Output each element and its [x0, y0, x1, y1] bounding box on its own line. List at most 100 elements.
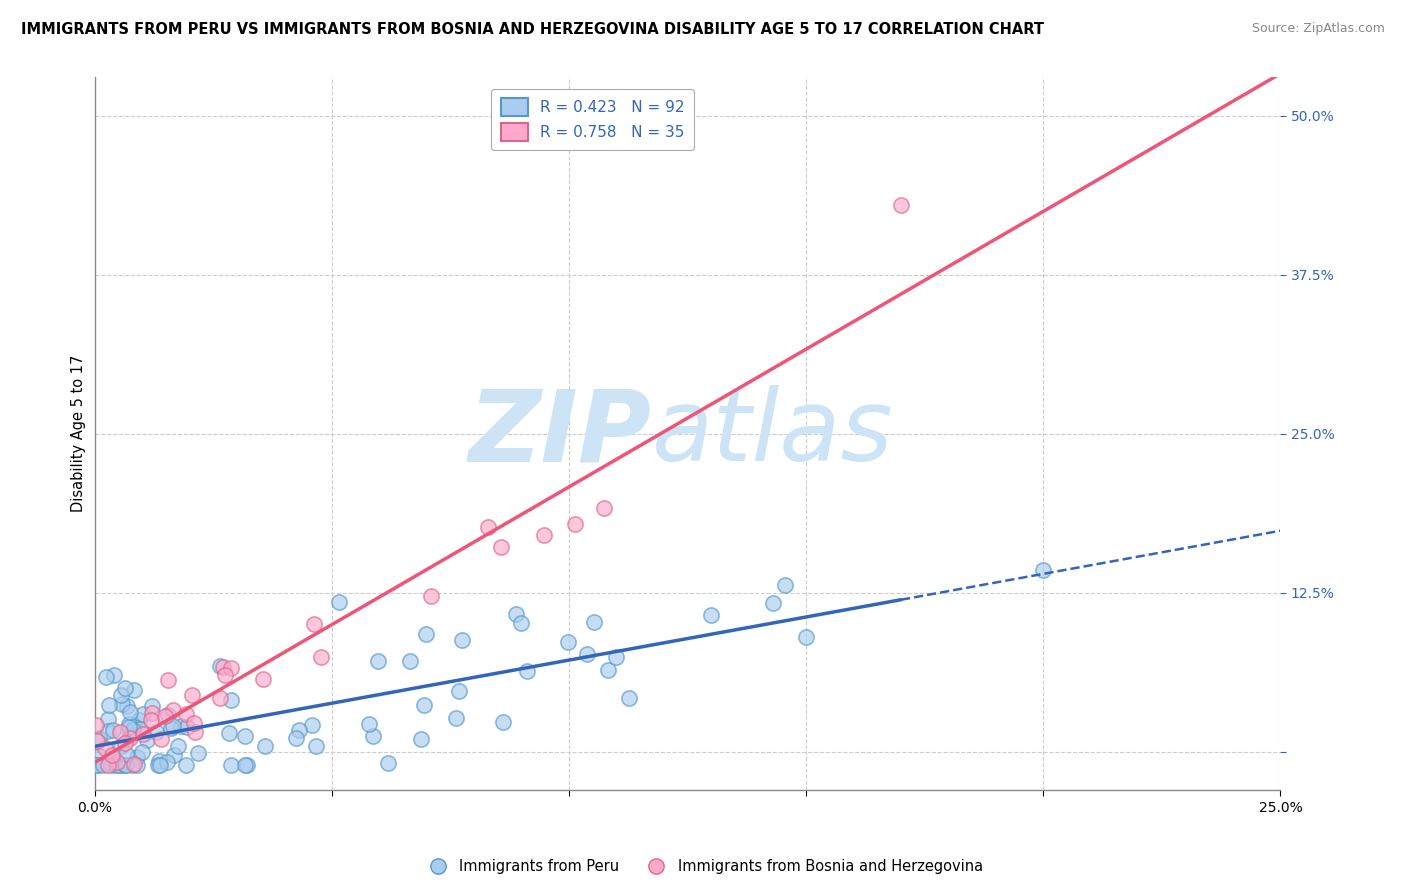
Point: [367, 654, 389, 668]
Point: [209, 659, 232, 673]
Point: [214, 668, 236, 682]
Point: [84, 757, 107, 772]
Point: [288, 723, 311, 738]
Point: [176, 720, 198, 734]
Point: [84, 717, 107, 731]
Point: [219, 692, 242, 706]
Point: [162, 719, 184, 733]
Point: [146, 757, 169, 772]
Point: [377, 756, 399, 770]
Point: [477, 519, 499, 533]
Point: [284, 731, 307, 746]
Point: [148, 754, 170, 768]
Point: [557, 634, 579, 648]
Point: [209, 691, 232, 706]
Point: [114, 681, 136, 695]
Point: [415, 626, 437, 640]
Point: [1032, 563, 1054, 577]
Point: [516, 664, 538, 678]
Point: [87, 748, 110, 763]
Point: [305, 739, 328, 753]
Point: [94, 740, 117, 755]
Point: [110, 725, 132, 739]
Point: [135, 732, 157, 747]
Text: ZIP: ZIP: [470, 385, 652, 483]
Point: [141, 706, 163, 720]
Point: [233, 729, 256, 743]
Point: [97, 724, 120, 739]
Point: [236, 757, 259, 772]
Point: [132, 706, 155, 721]
Point: [183, 715, 205, 730]
Point: [218, 726, 240, 740]
Point: [328, 595, 350, 609]
Point: [505, 607, 527, 621]
Point: [145, 725, 167, 739]
Point: [86, 734, 108, 748]
Point: [598, 663, 620, 677]
Point: [122, 682, 145, 697]
Point: [160, 722, 183, 736]
Point: [128, 713, 150, 727]
Point: [115, 747, 138, 761]
Point: [120, 728, 142, 742]
Point: [411, 731, 433, 746]
Point: [117, 698, 139, 713]
Point: [157, 673, 180, 688]
Point: [107, 755, 129, 769]
Point: [575, 648, 598, 662]
Point: [153, 709, 176, 723]
Point: [184, 725, 207, 739]
Point: [617, 690, 640, 705]
Point: [105, 757, 128, 772]
Point: [110, 688, 132, 702]
Point: [97, 757, 120, 772]
Point: [254, 739, 277, 753]
Point: [187, 746, 209, 760]
Point: [357, 717, 380, 731]
Point: [174, 757, 197, 772]
Point: [110, 739, 132, 753]
Point: [94, 670, 117, 684]
Point: [211, 660, 233, 674]
Point: [110, 757, 132, 772]
Point: [489, 540, 512, 554]
Point: [176, 706, 198, 721]
Point: [233, 757, 256, 772]
Point: [125, 750, 148, 764]
Point: [121, 757, 143, 772]
Point: [309, 650, 332, 665]
Y-axis label: Disability Age 5 to 17: Disability Age 5 to 17: [72, 355, 86, 513]
Point: [794, 630, 817, 644]
Point: [162, 747, 184, 762]
Point: [118, 717, 141, 731]
Point: [101, 748, 124, 763]
Point: [132, 727, 155, 741]
Point: [114, 757, 136, 772]
Point: [114, 736, 136, 750]
Point: [162, 703, 184, 717]
Point: [593, 500, 616, 515]
Point: [420, 589, 443, 603]
Point: [582, 615, 605, 629]
Point: [149, 731, 172, 746]
Point: [167, 739, 190, 754]
Point: [181, 688, 204, 702]
Point: [301, 718, 323, 732]
Point: [118, 720, 141, 734]
Point: [361, 729, 384, 743]
Point: [87, 757, 110, 772]
Point: [122, 723, 145, 738]
Point: [890, 197, 912, 211]
Point: [122, 757, 145, 772]
Point: [131, 745, 153, 759]
Point: [221, 757, 243, 772]
Point: [605, 650, 627, 665]
Point: [101, 757, 124, 772]
Point: [141, 713, 163, 727]
Point: [91, 757, 114, 772]
Point: [252, 672, 274, 686]
Point: [170, 719, 193, 733]
Point: [149, 757, 172, 772]
Point: [564, 517, 586, 532]
